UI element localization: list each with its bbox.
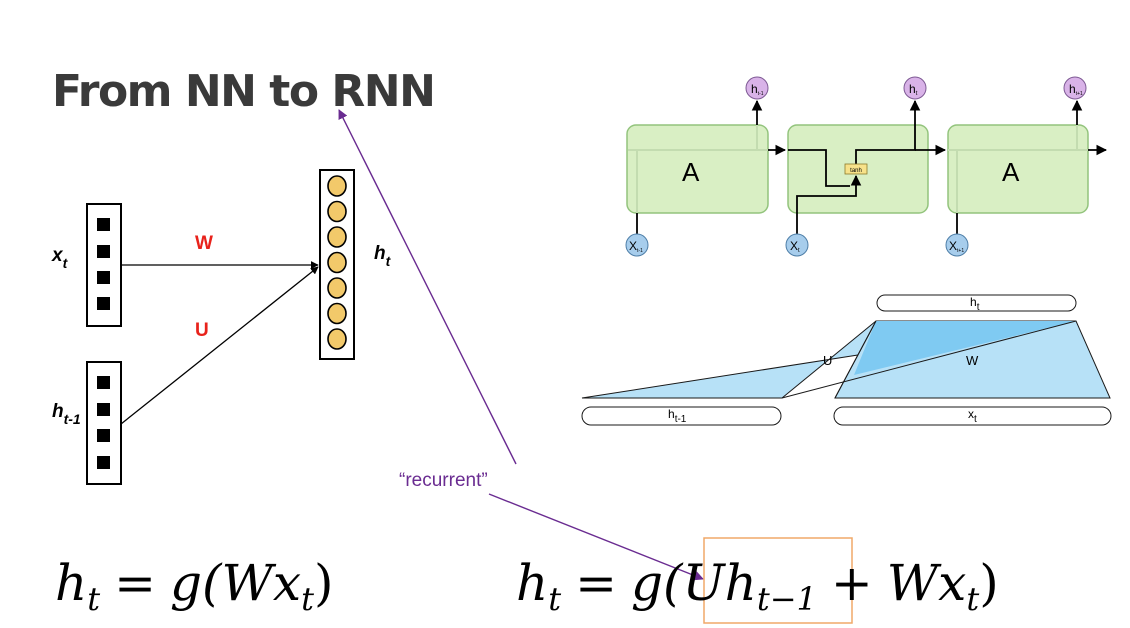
tanh-gate-label: tanh <box>850 168 862 174</box>
output-node-ht-1: ht-1 <box>745 76 769 100</box>
feedforward-diagram: W U xt ht-1 ht <box>51 169 392 485</box>
recurrent-term-highlight <box>703 537 853 624</box>
ht-1-label: ht-1 <box>52 401 81 427</box>
ht-bar-label: ht <box>970 295 980 313</box>
svg-text:ht=g(Uht−1+Wxt): ht = g(Uht−1 + Wxt) <box>516 554 999 618</box>
recurrent-label: “recurrent” <box>399 470 488 491</box>
svg-text:ht+1: ht+1 <box>1069 82 1083 97</box>
hidden-neuron <box>327 200 347 223</box>
rnn-chain-diagram: A A tanh ht-1 ht ht+1 <box>625 76 1108 257</box>
cell-right <box>947 124 1089 214</box>
input-vector-xt <box>86 203 122 327</box>
input-vector-ht-1 <box>86 361 122 485</box>
hidden-layer-ht <box>319 169 355 360</box>
hidden-neuron <box>327 251 347 274</box>
cell-left <box>626 124 769 214</box>
equation-feedforward: ht = g(Wxt) <box>55 554 333 618</box>
ht-label-main: h <box>374 243 386 264</box>
ht-1-bar-label: ht-1 <box>668 407 687 425</box>
ht-bar <box>876 294 1077 312</box>
arrow-to-title <box>338 109 517 465</box>
tanh-gate <box>844 163 868 175</box>
svg-text:ht-1: ht-1 <box>751 82 764 97</box>
svg-text:ht: ht <box>909 82 918 97</box>
w-label: W <box>966 353 979 368</box>
rnn-block-diagram: ht ht-1 xt U W <box>581 294 1112 426</box>
output-node-ht: ht <box>903 76 927 100</box>
xt-label-sub: t <box>63 255 69 271</box>
cell-left-label: A <box>682 157 700 187</box>
ht-1-bar <box>581 406 782 426</box>
xt-bar <box>833 406 1112 426</box>
svg-text:Xt+1: Xt+1 <box>949 239 964 254</box>
xt-bar-label: xt <box>968 407 977 425</box>
recurrent-annotation: “recurrent” <box>338 109 704 581</box>
input-node-xt-1: Xt-1 <box>625 233 649 257</box>
ht-label-sub: t <box>386 253 392 269</box>
input-node-xt+1: Xt+1 <box>945 233 969 257</box>
weight-u-label: U <box>195 320 209 341</box>
xt-label-main: x <box>51 245 64 266</box>
xt-label: xt <box>51 245 69 271</box>
weight-u-arrow <box>120 266 319 425</box>
hidden-neuron <box>327 328 347 350</box>
input-node-xt: Xt <box>785 233 809 257</box>
ht-label: ht <box>374 243 392 269</box>
overlap-region <box>854 321 1076 375</box>
hidden-neuron <box>327 277 347 299</box>
hidden-neuron <box>327 302 347 325</box>
svg-text:Xt: Xt <box>790 239 800 254</box>
ht-1-label-main: h <box>52 401 64 422</box>
equation-recurrent: ht = g(Uht−1 + Wxt) <box>516 537 999 624</box>
weight-w-label: W <box>195 233 213 254</box>
slide-title: From NN to RNN <box>52 66 436 117</box>
cell-right-label: A <box>1002 157 1020 187</box>
ht-1-label-sub: t-1 <box>64 411 81 427</box>
arrow-to-equation <box>488 493 704 581</box>
svg-text:Xt-1: Xt-1 <box>629 239 643 254</box>
hidden-neuron <box>327 226 347 248</box>
hidden-neuron <box>327 175 347 197</box>
u-label: U <box>823 353 832 368</box>
svg-text:ht=g(Wxt): ht = g(Wxt) <box>55 554 333 618</box>
output-node-ht+1: ht+1 <box>1063 76 1087 100</box>
